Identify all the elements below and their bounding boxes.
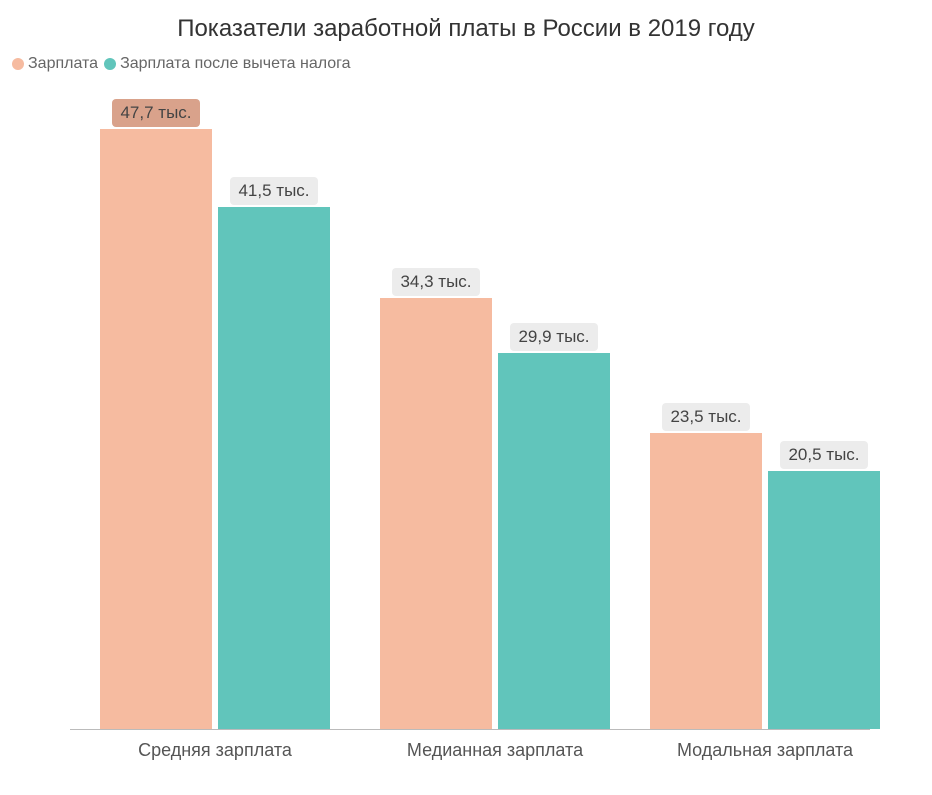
bar-group-2: 23,5 тыс. 20,5 тыс. <box>650 433 880 729</box>
bar-1-1 <box>498 353 610 729</box>
bar-1-0 <box>380 298 492 729</box>
x-label-2: Модальная зарплата <box>650 740 880 761</box>
bar-0-1-label: 41,5 тыс. <box>230 177 317 205</box>
bar-group-0: 47,7 тыс. 41,5 тыс. <box>100 129 330 729</box>
bar-0-0-wrap: 47,7 тыс. <box>100 129 212 729</box>
legend-label-0: Зарплата <box>28 55 98 73</box>
bar-0-1 <box>218 207 330 729</box>
x-label-0: Средняя зарплата <box>100 740 330 761</box>
legend-item-1: Зарплата после вычета налога <box>104 55 350 73</box>
legend-swatch-1 <box>104 58 116 70</box>
bar-2-0 <box>650 433 762 729</box>
bar-1-0-label: 34,3 тыс. <box>392 268 479 296</box>
bar-2-1-label: 20,5 тыс. <box>780 441 867 469</box>
bar-2-0-wrap: 23,5 тыс. <box>650 433 762 729</box>
bar-1-1-wrap: 29,9 тыс. <box>498 353 610 729</box>
bar-2-0-label: 23,5 тыс. <box>662 403 749 431</box>
legend-swatch-0 <box>12 58 24 70</box>
plot-area: 47,7 тыс. 41,5 тыс. 34,3 тыс. 29,9 тыс. … <box>70 130 870 730</box>
bar-0-0-label: 47,7 тыс. <box>112 99 199 127</box>
bar-1-1-label: 29,9 тыс. <box>510 323 597 351</box>
x-label-1: Медианная зарплата <box>380 740 610 761</box>
chart-title: Показатели заработной платы в России в 2… <box>0 15 932 43</box>
bar-1-0-wrap: 34,3 тыс. <box>380 298 492 729</box>
legend: Зарплата Зарплата после вычета налога <box>12 55 351 73</box>
bar-2-1-wrap: 20,5 тыс. <box>768 471 880 729</box>
legend-label-1: Зарплата после вычета налога <box>120 55 350 73</box>
legend-item-0: Зарплата <box>12 55 98 73</box>
bar-0-1-wrap: 41,5 тыс. <box>218 207 330 729</box>
chart-container: Показатели заработной платы в России в 2… <box>0 0 932 795</box>
bar-0-0 <box>100 129 212 729</box>
bar-2-1 <box>768 471 880 729</box>
bar-group-1: 34,3 тыс. 29,9 тыс. <box>380 298 610 729</box>
